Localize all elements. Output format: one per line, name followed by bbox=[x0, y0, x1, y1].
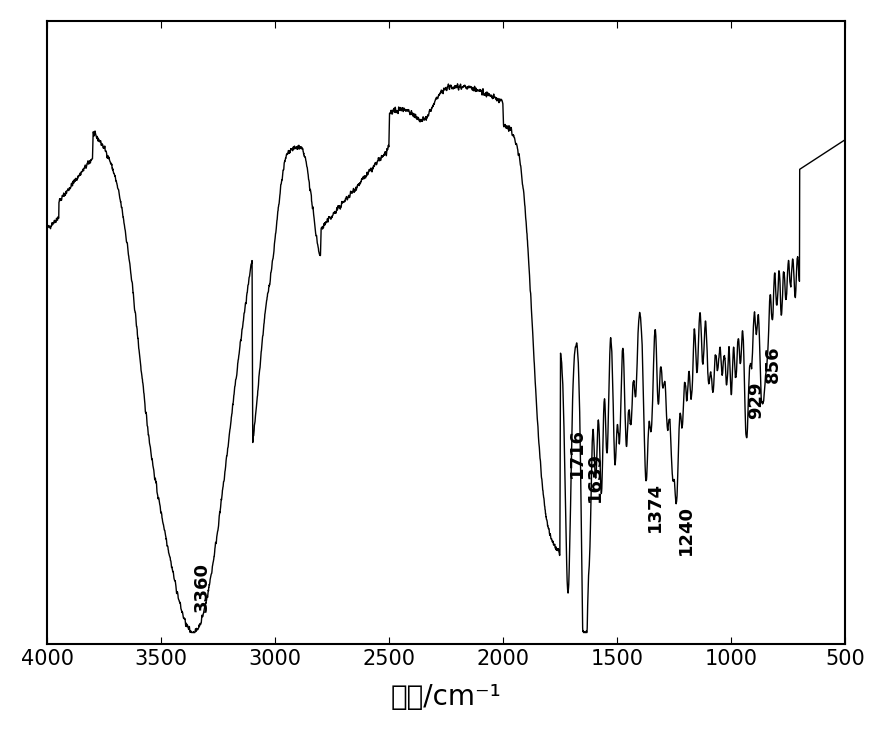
Text: 1639: 1639 bbox=[586, 452, 603, 502]
Text: 929: 929 bbox=[748, 381, 766, 419]
Text: 1240: 1240 bbox=[677, 505, 695, 556]
X-axis label: 波数/cm⁻¹: 波数/cm⁻¹ bbox=[391, 683, 501, 712]
Text: 856: 856 bbox=[764, 346, 782, 383]
Text: 3360: 3360 bbox=[193, 561, 211, 612]
Text: 1374: 1374 bbox=[646, 482, 664, 531]
Text: 1716: 1716 bbox=[568, 428, 586, 478]
